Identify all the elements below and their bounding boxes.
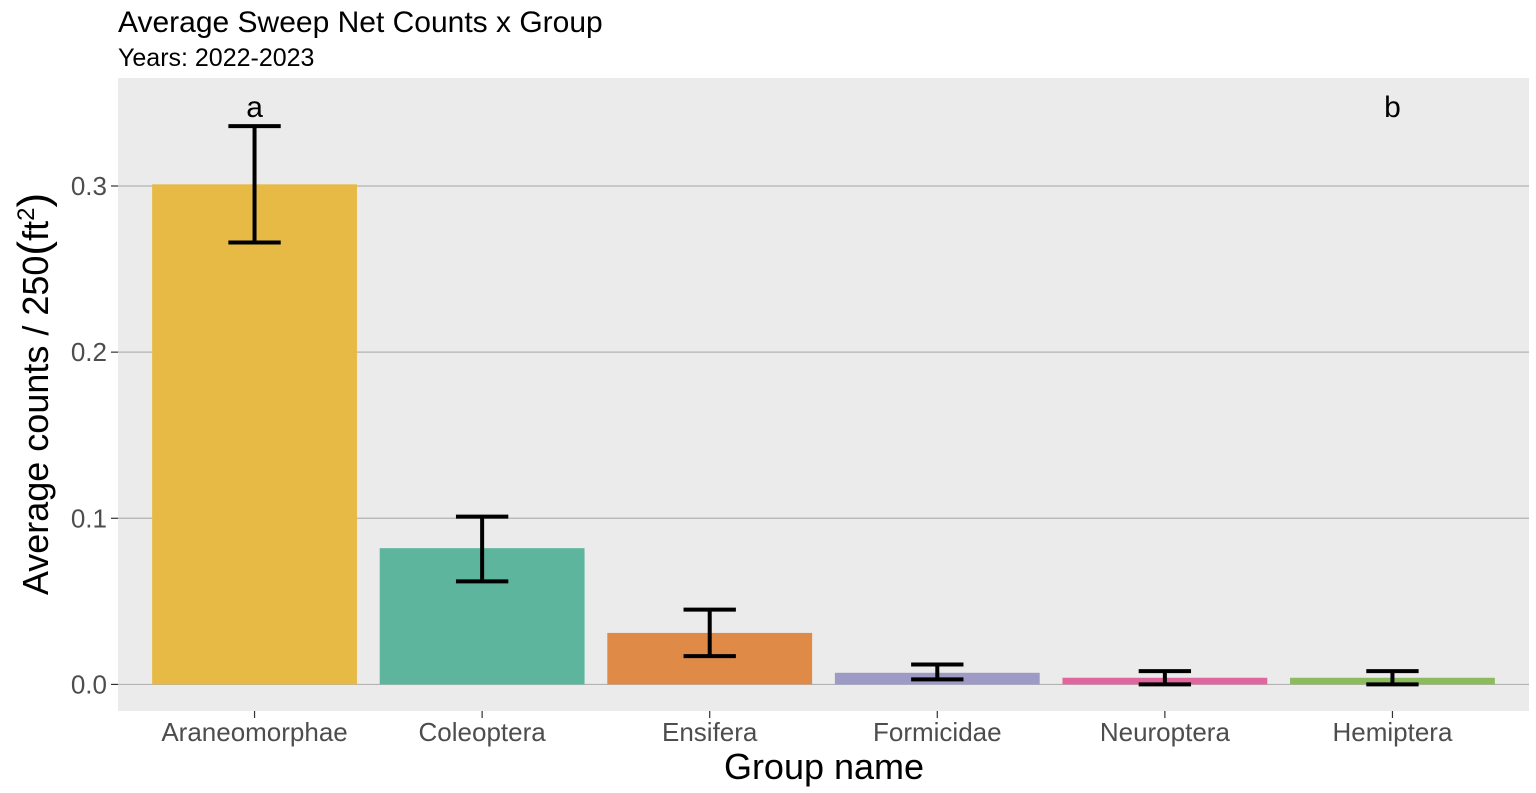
error-bar-ensifera [683,607,736,659]
y-axis-title-paren-close: ) [9,193,58,208]
y-tick-label: 0.0 [71,669,107,699]
bar-araneomorphae [152,184,357,685]
y-axis-title-exponent: 2 [13,208,40,221]
x-axis-ticks: Araneomorphae Coleoptera Ensifera Formicida… [161,711,1453,747]
y-axis-title-main: Average counts / 250 [15,256,56,596]
y-tick-label: 0.2 [71,337,107,367]
y-tick-label: 0.1 [71,503,107,533]
error-bar-neuroptera [1138,669,1192,687]
y-axis-title-unit: ft [15,221,56,241]
x-tick-label: Hemiptera [1332,717,1452,747]
x-tick-label: Ensifera [662,717,758,747]
x-tick-label: Neuroptera [1100,717,1231,747]
y-axis-title: Average counts / 250(ft2) [9,193,58,595]
x-tick-label: Araneomorphae [161,717,347,747]
chart-title: Average Sweep Net Counts x Group [118,6,603,39]
chart-subtitle: Years: 2022-2023 [118,44,314,72]
y-tick-label: 0.3 [71,171,107,201]
significance-letter-b: b [1384,91,1401,124]
y-axis-ticks: 0.0 0.1 0.2 0.3 [71,171,118,699]
error-bar-formicidae [911,662,964,682]
error-bar-hemiptera [1366,669,1419,687]
x-tick-label: Coleoptera [419,717,547,747]
error-bar-araneomorphae [228,124,281,245]
error-bars [228,124,1419,687]
significance-letter-a: a [246,91,263,124]
x-axis-title: Group name [724,746,924,787]
x-tick-label: Formicidae [873,717,1002,747]
y-axis-title-paren-open: ( [9,241,58,256]
error-bar-coleoptera [455,514,509,584]
